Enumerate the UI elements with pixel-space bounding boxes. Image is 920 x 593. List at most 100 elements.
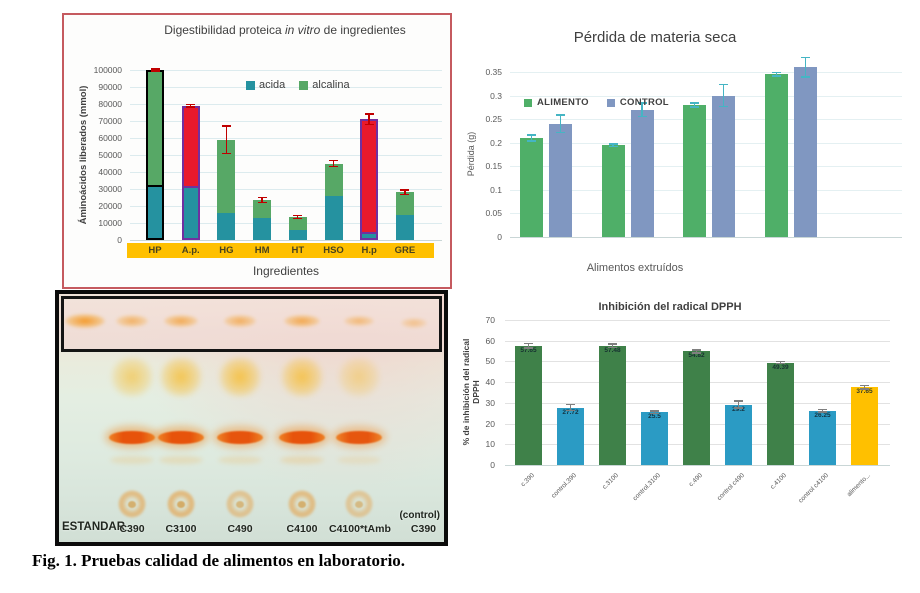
gridline bbox=[510, 95, 902, 97]
bar-HG bbox=[217, 139, 236, 240]
plot-area: 57.65 c.390 27.72 control.390 57.48 c.3100 25.… bbox=[505, 320, 890, 505]
value-label: 29.2 bbox=[732, 405, 745, 413]
tlc-dot-center bbox=[128, 501, 136, 508]
bar-alimento-1 bbox=[520, 138, 543, 237]
error-line bbox=[297, 215, 299, 220]
error-line bbox=[693, 102, 696, 108]
error-bar bbox=[150, 68, 160, 72]
tlc-top-spot bbox=[284, 314, 320, 328]
y-tick-label: 0.1 bbox=[490, 184, 502, 195]
legend-swatch bbox=[606, 98, 615, 107]
tlc-mid-blob bbox=[219, 358, 261, 396]
gridline bbox=[130, 138, 442, 139]
bar-control c490: 29.2 bbox=[725, 404, 752, 465]
tlc-faint-band bbox=[337, 456, 381, 464]
tlc-faint-band bbox=[159, 456, 203, 464]
segment-acida bbox=[324, 195, 343, 240]
y-tick-label: 30000 bbox=[98, 184, 122, 194]
error-bar bbox=[690, 102, 700, 108]
y-tick-label: 0.2 bbox=[490, 137, 502, 148]
gridline bbox=[130, 172, 442, 173]
y-tick-label: 10000 bbox=[98, 218, 122, 228]
error-bar bbox=[329, 159, 338, 168]
gridline bbox=[130, 223, 442, 224]
bar-control-3 bbox=[712, 95, 736, 237]
gridline bbox=[130, 104, 442, 105]
legend-label: alcalina bbox=[312, 79, 350, 91]
y-tick-label: 80000 bbox=[98, 99, 122, 109]
bar-control c4100: 26.25 bbox=[809, 410, 836, 465]
tlc-band bbox=[279, 431, 325, 444]
tlc-dot-center bbox=[298, 501, 306, 508]
tlc-faint-band bbox=[218, 456, 262, 464]
tlc-control-label: (control) bbox=[399, 510, 440, 521]
segment-alcalina bbox=[217, 139, 236, 213]
y-tick-label: 100000 bbox=[93, 65, 122, 75]
bar-control.390: 27.72 bbox=[557, 407, 584, 465]
value-label: 49.39 bbox=[772, 363, 789, 371]
y-tick-label: 0.3 bbox=[490, 90, 502, 101]
value-label: 27.72 bbox=[562, 408, 579, 416]
error-bar bbox=[524, 342, 533, 349]
tlc-lane-label: C3100 bbox=[165, 523, 197, 535]
error-line bbox=[737, 400, 740, 409]
error-bar bbox=[818, 408, 827, 413]
error-line bbox=[527, 342, 530, 349]
tlc-top-spot bbox=[163, 314, 199, 328]
segment-acida bbox=[217, 212, 236, 240]
tlc-faint-band bbox=[280, 456, 324, 464]
title-italic: in vitro bbox=[284, 23, 321, 37]
tlc-mid-blob bbox=[160, 358, 202, 396]
y-tick-label: 50000 bbox=[98, 150, 122, 160]
x-cat-label: GRE bbox=[394, 245, 416, 256]
error-line bbox=[404, 189, 406, 196]
tlc-dot-center bbox=[236, 501, 244, 508]
error-line bbox=[653, 410, 656, 415]
bar-alimento...: 37.65 bbox=[851, 387, 878, 465]
y-tick-label: 30 bbox=[485, 397, 495, 408]
tlc-dot-ring bbox=[345, 490, 373, 518]
error-line bbox=[559, 114, 562, 134]
gridline bbox=[130, 87, 442, 88]
chart-title: Digestibilidad proteica in vitro de ingr… bbox=[124, 23, 446, 37]
error-bar bbox=[221, 125, 231, 155]
value-label: 57.65 bbox=[520, 346, 537, 354]
legend-swatch bbox=[299, 80, 309, 90]
bar-GRE bbox=[395, 192, 414, 240]
error-line bbox=[611, 343, 614, 349]
bar-c.4100: 49.39 bbox=[767, 362, 794, 465]
segment-acida bbox=[288, 229, 307, 240]
x-axis-line bbox=[505, 465, 890, 466]
tlc-top-strip-outline bbox=[61, 296, 442, 352]
bar-c.390: 57.65 bbox=[515, 345, 542, 465]
tlc-band bbox=[158, 431, 204, 444]
error-bar bbox=[719, 83, 729, 108]
segment-alcalina bbox=[395, 192, 414, 215]
y-tick-label: 0.25 bbox=[485, 114, 502, 125]
segment-alcalina bbox=[183, 107, 198, 187]
error-bar bbox=[293, 215, 303, 220]
error-line bbox=[368, 113, 370, 126]
value-label: 37.65 bbox=[856, 388, 873, 396]
legend-item-control: CONTROL bbox=[606, 97, 669, 108]
tlc-top-spot bbox=[116, 315, 148, 327]
x-cat-label: HSO bbox=[323, 245, 344, 256]
gridline bbox=[130, 206, 442, 207]
title-text: Digestibilidad proteica bbox=[164, 23, 285, 37]
legend-item-alimento: ALIMENTO bbox=[524, 97, 589, 108]
y-tick-label: 50 bbox=[485, 356, 495, 367]
title-text: de ingredientes bbox=[320, 23, 406, 37]
x-cat-label: H.p bbox=[361, 245, 377, 256]
y-axis-ticks: 0 0.05 0.1 0.15 0.2 0.25 0.3 0.35 bbox=[466, 67, 506, 242]
tlc-lane-label: ESTANDAR bbox=[62, 521, 126, 533]
y-axis-ticks: 0 10000 20000 30000 40000 50000 60000 70000 8000… bbox=[78, 65, 126, 245]
error-line bbox=[722, 83, 725, 108]
legend-swatch bbox=[246, 80, 255, 90]
tlc-top-spot bbox=[400, 318, 428, 328]
segment-acida bbox=[362, 232, 377, 238]
error-bar bbox=[771, 72, 781, 77]
segment-alcalina bbox=[324, 163, 343, 196]
gridline bbox=[130, 189, 442, 190]
plot-area bbox=[130, 68, 442, 241]
y-tick-label: 20 bbox=[485, 418, 495, 429]
